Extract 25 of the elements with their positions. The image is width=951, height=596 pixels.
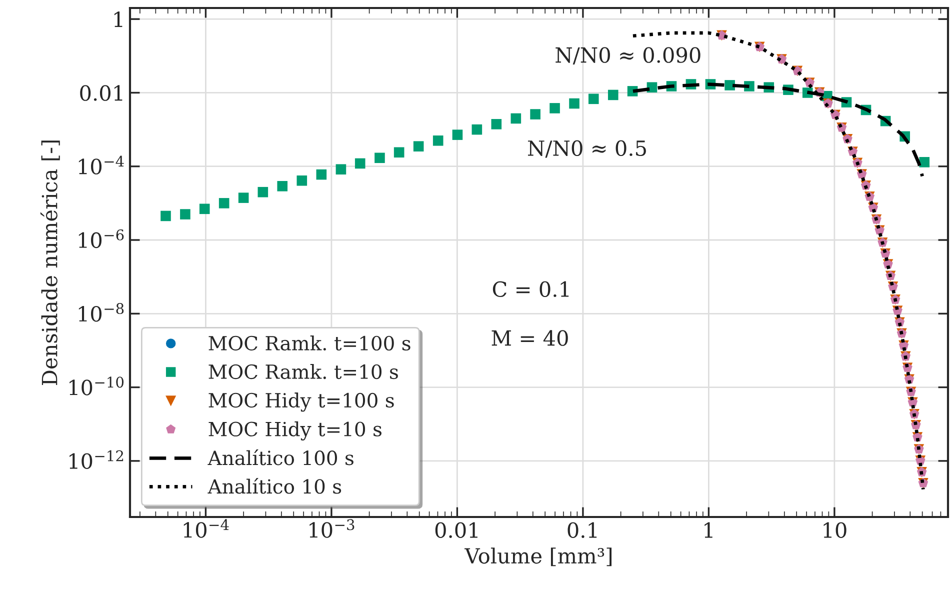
y-tick-label: 10$^{−6}$ — [78, 229, 124, 248]
legend-label: Analítico 100 s — [208, 449, 354, 466]
y-tick-label: 10$^{−8}$ — [78, 303, 124, 322]
y-tick-label: 10$^{−12}$ — [70, 450, 124, 469]
x-tick-label: 10$^{−3}$ — [310, 519, 354, 538]
x-axis-title: Volume [mm³] — [464, 548, 612, 566]
legend-label: MOC Hidy t=10 s — [208, 421, 382, 440]
x-tick-label: 10$^{−4}$ — [184, 519, 229, 538]
legend-label: Analítico 10 s — [208, 478, 342, 494]
annotation: N/N0 ≈ 0.5 — [528, 140, 646, 158]
y-tick-label: 10$^{−4}$ — [78, 156, 124, 174]
annotation: N/N0 ≈ 0.090 — [556, 47, 700, 65]
y-tick-label: 1 — [114, 12, 122, 27]
y-axis-title: Densidade numérica [-] — [40, 140, 60, 386]
x-tick-label: 0.1 — [568, 522, 597, 538]
annotation: M = 40 — [492, 330, 568, 346]
x-tick-label: 0.01 — [435, 522, 478, 538]
x-tick-label: 10 — [824, 522, 846, 538]
legend-label: MOC Ramk. t=100 s — [208, 335, 410, 351]
x-tick-label: 1 — [704, 522, 712, 538]
legend-label: MOC Hidy t=100 s — [208, 392, 394, 412]
y-tick-label: 10$^{−10}$ — [70, 376, 124, 396]
y-tick-label: 0.01 — [80, 85, 122, 101]
legend-label: MOC Ramk. t=10 s — [208, 364, 398, 380]
annotation: C = 0.1 — [492, 281, 569, 298]
